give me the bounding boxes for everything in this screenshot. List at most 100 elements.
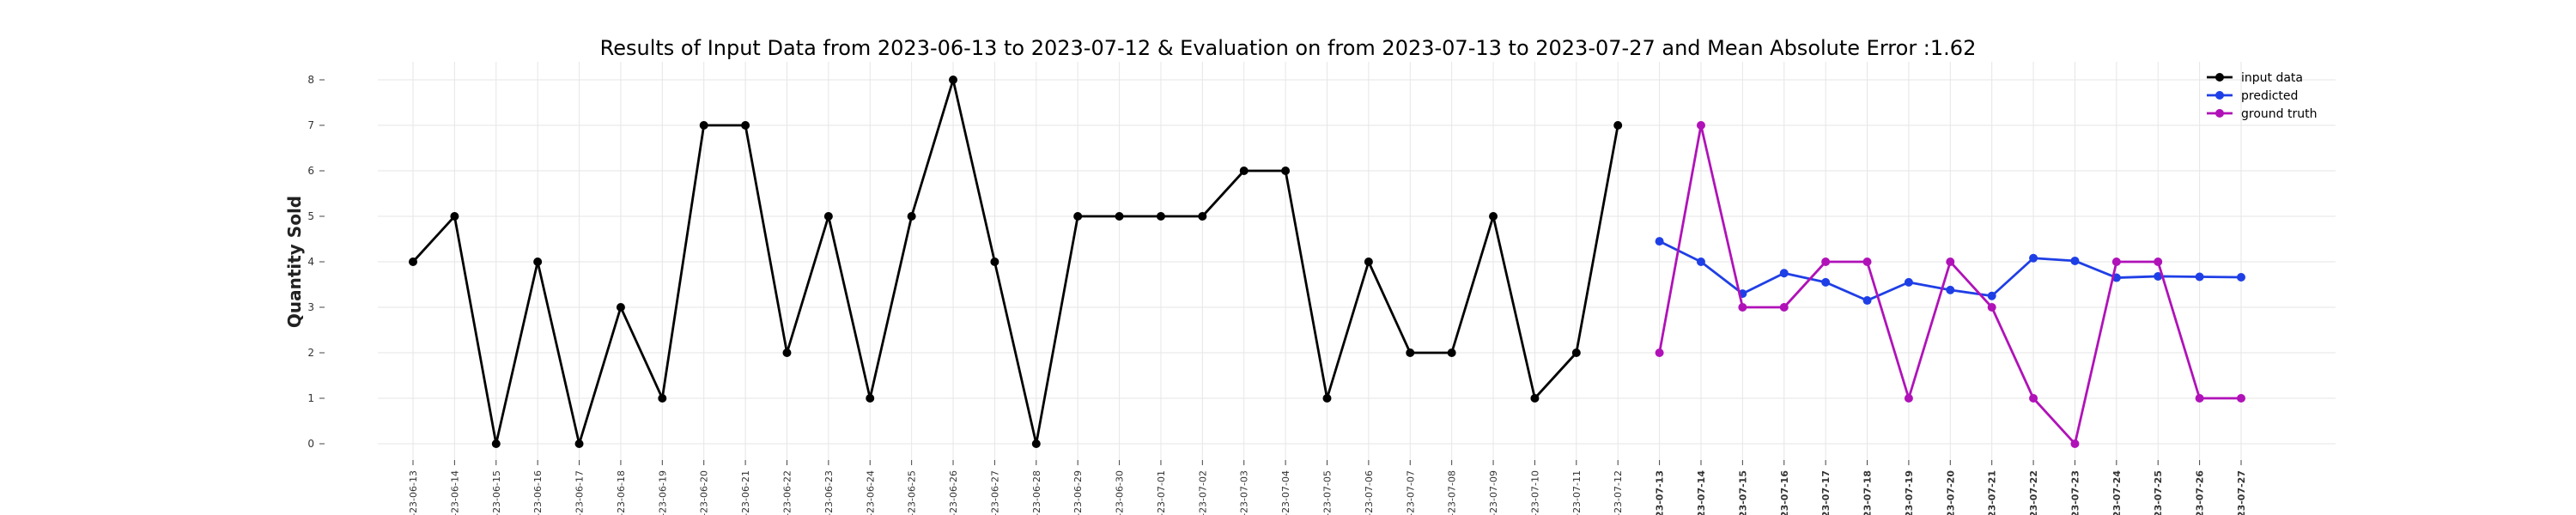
legend: input data predicted ground truth (2207, 71, 2317, 121)
data-point-ground-truth (1821, 258, 1831, 266)
x-tick-label: 023-07-15 (1737, 470, 1748, 515)
legend-marker (2215, 73, 2224, 82)
x-tick-label: -23-06-21 (740, 470, 751, 515)
series-line-input-data (411, 78, 1619, 445)
data-point-predicted (2237, 273, 2245, 282)
x-tick-label: -23-07-03 (1239, 470, 1250, 515)
data-point-ground-truth (2029, 394, 2038, 403)
data-point-input-data (1115, 212, 1124, 221)
x-tick-label: 023-07-26 (2195, 470, 2206, 515)
data-point-ground-truth (2154, 258, 2163, 266)
x-tick-label: -23-06-30 (1115, 470, 1126, 515)
x-tick-label: 023-07-24 (2111, 470, 2123, 515)
y-tick-label: 5 (307, 210, 314, 222)
x-tick-label: -23-06-20 (699, 470, 710, 515)
x-tick-label: -23-06-16 (532, 470, 544, 515)
x-tick-label: -23-06-13 (408, 470, 419, 515)
data-point-predicted (1904, 277, 1913, 287)
data-point-ground-truth (2237, 394, 2245, 403)
data-point-input-data (990, 258, 999, 266)
data-point-predicted (1946, 285, 1955, 294)
x-tick-label: -23-07-04 (1280, 470, 1291, 515)
x-tick-label: -23-07-11 (1571, 470, 1583, 515)
data-point-input-data (699, 121, 708, 130)
x-tick-label: 023-07-27 (2236, 470, 2247, 515)
x-tick-label: -23-06-28 (1031, 470, 1042, 515)
x-tick-label: 023-07-18 (1862, 470, 1874, 515)
data-point-input-data (1198, 212, 1207, 221)
legend-item-ground-truth: ground truth (2207, 107, 2317, 121)
x-tick-label: -23-06-18 (616, 470, 627, 515)
data-point-input-data (1156, 212, 1165, 221)
y-axis: 0 1 2 3 4 5 6 7 8 (307, 74, 325, 450)
x-tick-label: -23-07-09 (1488, 470, 1499, 515)
data-point-input-data (658, 394, 667, 403)
x-tick-label: -23-06-15 (491, 470, 502, 515)
data-point-predicted (1987, 291, 1996, 300)
data-point-input-data (616, 303, 625, 312)
data-point-ground-truth (2070, 439, 2080, 448)
data-point-input-data (1073, 212, 1083, 221)
series-ground-truth (1655, 121, 2245, 448)
data-point-input-data (1489, 212, 1498, 221)
x-tick-label: 023-07-13 (1655, 470, 1666, 515)
x-tick-label: -23-06-29 (1072, 470, 1084, 515)
data-point-ground-truth (1946, 258, 1955, 266)
legend-item-predicted: predicted (2207, 89, 2298, 103)
x-tick-label: 023-07-16 (1779, 470, 1790, 515)
data-point-input-data (409, 258, 417, 266)
data-point-input-data (782, 348, 792, 357)
x-tick-label: -23-07-08 (1447, 470, 1458, 515)
data-point-input-data (907, 212, 916, 221)
x-tick-label: 023-07-22 (2028, 470, 2039, 515)
x-tick-label: 023-07-23 (2069, 470, 2081, 515)
x-tick-label: -23-06-17 (574, 470, 586, 515)
data-point-input-data (1031, 439, 1041, 448)
y-tick-label: 1 (307, 392, 314, 404)
legend-label: predicted (2241, 89, 2298, 103)
y-tick-label: 2 (307, 347, 314, 359)
data-point-input-data (1613, 121, 1623, 130)
data-point-ground-truth (2195, 394, 2204, 403)
legend-item-input-data: input data (2207, 71, 2303, 85)
data-point-input-data (1571, 348, 1581, 357)
x-tick-label: -23-06-25 (907, 470, 918, 515)
legend-label: input data (2241, 71, 2303, 85)
chart-title: Results of Input Data from 2023-06-13 to… (600, 36, 1977, 60)
data-point-input-data (866, 394, 875, 403)
data-point-ground-truth (2111, 258, 2121, 266)
y-tick-label: 6 (307, 165, 314, 177)
x-axis: -23-06-13 -23-06-14 -23-06-15 -23-06-16 -23-… (408, 460, 2247, 515)
y-tick-label: 8 (307, 74, 314, 86)
data-point-input-data (1239, 167, 1249, 175)
legend-label: ground truth (2241, 107, 2317, 121)
data-point-input-data (949, 76, 958, 84)
data-point-predicted (2154, 271, 2163, 281)
data-point-input-data (574, 439, 584, 448)
data-point-input-data (741, 121, 750, 130)
data-point-ground-truth (1779, 303, 1789, 312)
series-predicted (1655, 237, 2245, 306)
data-point-predicted (1821, 277, 1831, 287)
data-point-predicted (1696, 258, 1705, 266)
data-point-input-data (823, 212, 833, 221)
x-tick-label: -23-07-12 (1613, 470, 1624, 515)
data-point-predicted (2195, 272, 2204, 282)
data-point-predicted (1655, 237, 1664, 246)
x-tick-label: -23-06-24 (865, 470, 876, 515)
x-tick-label: -23-06-26 (948, 470, 959, 515)
data-point-predicted (2029, 253, 2038, 263)
x-tick-label: -23-07-06 (1364, 470, 1375, 515)
series-layer (409, 76, 2245, 448)
x-tick-label: 023-07-14 (1696, 470, 1707, 515)
y-axis-label: Quantity Sold (284, 196, 305, 328)
x-tick-label: 023-07-20 (1945, 470, 1956, 515)
data-point-input-data (1322, 394, 1332, 403)
data-point-ground-truth (1987, 303, 1996, 312)
grid (378, 62, 2336, 464)
x-tick-label: -23-07-10 (1529, 470, 1540, 515)
y-tick-label: 7 (307, 119, 314, 131)
x-tick-label: 023-07-19 (1904, 470, 1915, 515)
data-point-ground-truth (1904, 394, 1913, 403)
